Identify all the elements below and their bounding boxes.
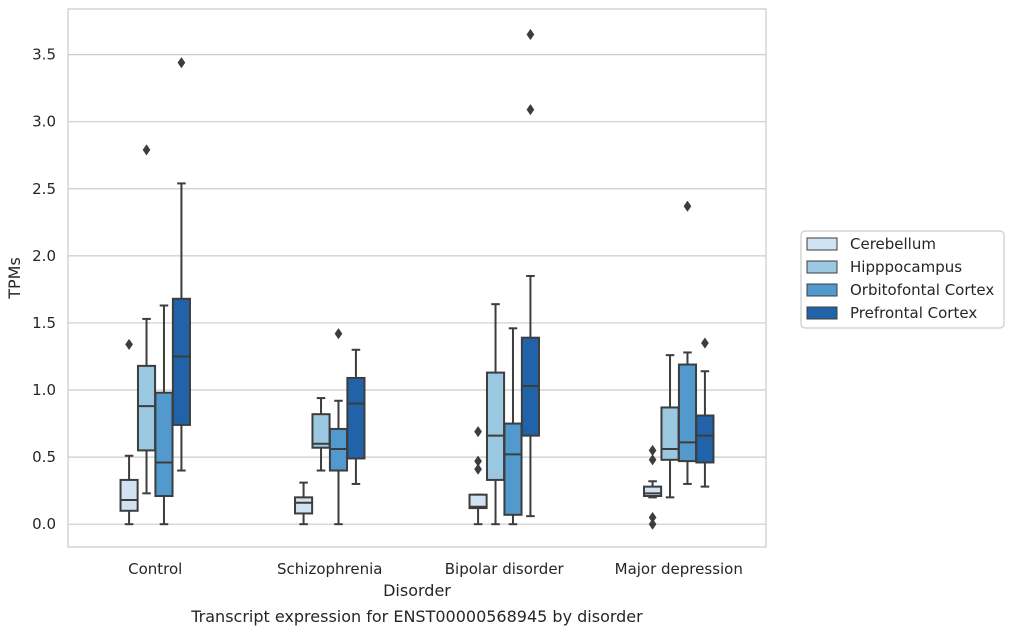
- box-prefrontal-cortex: [171, 57, 191, 472]
- outlier-point: [125, 338, 133, 351]
- box-cerebellum: [294, 481, 314, 526]
- boxplot-groups: [119, 28, 715, 530]
- iqr-box: [643, 485, 663, 498]
- y-tick-label: 1.0: [32, 381, 56, 399]
- x-tick-label: Major depression: [615, 560, 743, 578]
- iqr-box: [346, 376, 366, 460]
- y-tick-label: 2.0: [32, 247, 56, 265]
- outlier-point: [648, 511, 657, 524]
- box-orbitofontal-cortex: [677, 200, 698, 485]
- iqr-box: [695, 414, 715, 464]
- iqr-box: [154, 391, 174, 498]
- box-prefrontal-cortex: [520, 28, 540, 518]
- box-orbitofontal-cortex: [503, 327, 523, 526]
- outlier-point: [142, 144, 151, 156]
- iqr-box: [171, 297, 191, 426]
- box-orbitofontal-cortex: [154, 304, 174, 526]
- iqr-box: [136, 364, 157, 452]
- iqr-box: [311, 413, 331, 449]
- x-tick-label: Schizophrenia: [277, 560, 382, 578]
- y-tick-label: 0.5: [32, 448, 56, 466]
- outlier-point: [701, 337, 709, 349]
- outlier-point: [648, 444, 657, 457]
- legend-label: Prefrontal Cortex: [850, 304, 977, 322]
- legend-swatch: [806, 306, 838, 320]
- outlier-point: [648, 454, 657, 466]
- y-axis-ticks: 0.0 0.5 1.0 1.5 2.0 2.5 3.0 3.5: [32, 46, 56, 534]
- box-cerebellum: [468, 425, 488, 526]
- outlier-point: [334, 328, 343, 340]
- legend-label: Cerebellum: [850, 235, 936, 253]
- iqr-box: [119, 478, 139, 512]
- box-cerebellum: [643, 444, 663, 530]
- y-tick-label: 0.0: [32, 515, 56, 533]
- iqr-box: [468, 493, 488, 510]
- outlier-point: [526, 28, 535, 41]
- outlier-point: [474, 425, 482, 438]
- outlier-point: [177, 57, 186, 69]
- legend: Cerebellum Hipppocampus Orbitofontal Corte…: [800, 230, 1005, 329]
- x-axis-ticks: Control Schizophrenia Bipolar disorder Majo…: [128, 560, 743, 578]
- outlier-point: [683, 200, 692, 212]
- iqr-box: [294, 496, 314, 515]
- y-tick-label: 3.0: [32, 113, 56, 131]
- x-tick-label: Bipolar disorder: [445, 560, 565, 578]
- box-orbitofontal-cortex: [328, 328, 349, 526]
- plot-area-frame: [67, 8, 767, 548]
- box-hipppocampus: [136, 144, 157, 495]
- box-hipppocampus: [660, 354, 680, 499]
- outlier-point: [474, 463, 482, 475]
- chart-caption: Transcript expression for ENST0000056894…: [190, 607, 643, 626]
- legend-item: Hipppocampus: [806, 258, 962, 276]
- legend-swatch: [806, 283, 838, 297]
- outlier-point: [526, 103, 535, 116]
- legend-label: Hipppocampus: [850, 258, 962, 276]
- x-axis-label: Disorder: [383, 581, 451, 600]
- x-tick-label: Control: [128, 560, 182, 578]
- y-tick-label: 1.5: [32, 314, 56, 332]
- outlier-point: [474, 455, 482, 467]
- box-hipppocampus: [311, 397, 331, 472]
- outlier-point: [648, 518, 657, 530]
- iqr-box: [503, 422, 523, 516]
- iqr-box: [677, 363, 698, 463]
- legend-label: Orbitofontal Cortex: [850, 281, 994, 299]
- box-hipppocampus: [485, 303, 506, 526]
- y-tick-label: 2.5: [32, 180, 56, 198]
- y-tick-label: 3.5: [32, 46, 56, 64]
- box-prefrontal-cortex: [346, 348, 366, 485]
- legend-item: Cerebellum: [806, 235, 936, 253]
- legend-swatch: [806, 237, 838, 251]
- box-cerebellum: [119, 338, 139, 526]
- legend-item: Prefrontal Cortex: [806, 304, 977, 322]
- box-prefrontal-cortex: [695, 337, 715, 488]
- iqr-box: [485, 371, 506, 481]
- y-axis-label: TPMs: [5, 257, 24, 300]
- legend-frame: [800, 230, 1005, 329]
- iqr-box: [660, 406, 680, 461]
- legend-swatch: [806, 260, 838, 274]
- legend-item: Orbitofontal Cortex: [806, 281, 994, 299]
